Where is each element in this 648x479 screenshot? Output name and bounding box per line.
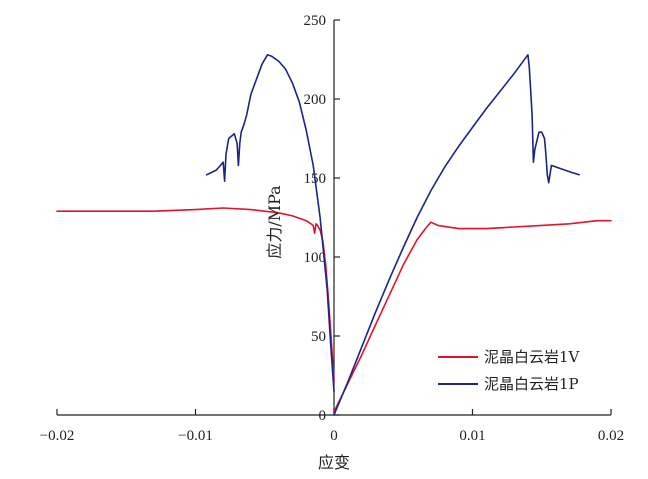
legend: 泥晶白云岩1V 泥晶白云岩1P [438, 348, 581, 393]
x-ticks: −0.02 −0.01 0 0.01 0.02 [40, 409, 624, 444]
y-tick-label: 50 [311, 329, 326, 345]
x-axis-label: 应变 [318, 453, 350, 472]
series-line-1p-positive [333, 54, 580, 416]
x-tick-label: 0.01 [459, 428, 485, 444]
y-tick-label: 200 [304, 92, 327, 108]
series-line-1v-positive [333, 219, 612, 413]
series-line-1p-negative [205, 54, 335, 393]
x-tick-label: −0.02 [40, 428, 75, 444]
x-tick-label: −0.01 [178, 428, 213, 444]
y-tick-label: 0 [319, 408, 327, 424]
legend-label-1p: 泥晶白云岩1P [484, 375, 579, 393]
series-layer [56, 54, 612, 416]
y-tick-label: 100 [304, 250, 327, 266]
y-axis-label: 应力/MPa [265, 185, 284, 259]
x-tick-label: 0.02 [598, 428, 624, 444]
y-tick-label: 250 [304, 13, 327, 29]
series-line-1v-negative [56, 207, 335, 381]
legend-label-1v: 泥晶白云岩1V [484, 348, 581, 366]
x-tick-label: 0 [330, 428, 338, 444]
